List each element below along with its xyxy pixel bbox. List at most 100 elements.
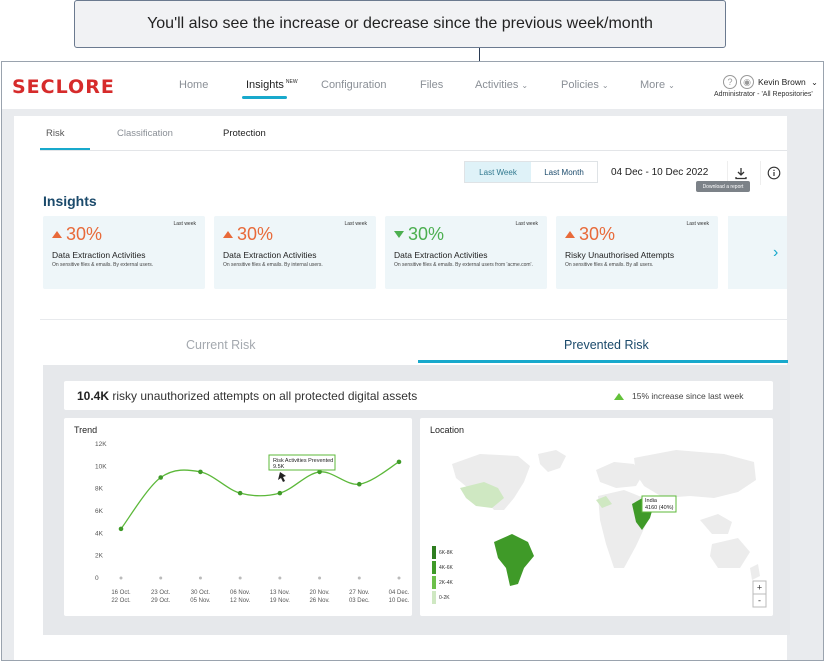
nav-insights[interactable]: Insights NEW — [246, 79, 298, 91]
insight-card[interactable]: Last week 30% Risky Unauthorised Attempt… — [556, 216, 718, 289]
card-title: Data Extraction Activities — [394, 250, 488, 260]
y-tick-label: 4K — [95, 530, 104, 537]
card-title: Data Extraction Activities — [52, 250, 146, 260]
trend-data-point[interactable] — [396, 459, 402, 465]
section-divider — [40, 319, 787, 320]
x-tick-label: 16 Oct. — [111, 590, 131, 596]
y-tick-label: 2K — [95, 553, 104, 560]
map-land — [452, 450, 760, 580]
x-tick-label: 12 Nov. — [230, 598, 251, 604]
legend-swatch — [432, 561, 436, 574]
increase-arrow-icon — [614, 392, 624, 400]
subtab-active-indicator — [40, 148, 90, 150]
trend-data-point[interactable] — [198, 469, 203, 475]
location-map-card: Location — [420, 418, 773, 616]
date-range[interactable]: 04 Dec - 10 Dec 2022 — [611, 167, 709, 178]
mouse-cursor-icon — [278, 472, 286, 482]
card-value: 30% — [66, 224, 103, 244]
chevron-right-icon[interactable]: › — [773, 244, 779, 261]
seclore-logo: SECLORE — [12, 76, 115, 98]
user-name[interactable]: Kevin Brown ⌄ — [758, 77, 818, 87]
summary-change: 15% increase since last week — [614, 391, 744, 401]
trend-data-point[interactable] — [277, 490, 283, 496]
trend-title: Trend — [74, 425, 98, 435]
subtab-classification[interactable]: Classification — [117, 128, 173, 139]
subtab-risk[interactable]: Risk — [46, 128, 65, 139]
card-title: Risky Unauthorised Attempts — [565, 250, 675, 260]
download-report-button[interactable] — [727, 161, 753, 185]
card-change-value: 30% — [394, 224, 444, 245]
trend-data-point[interactable] — [356, 481, 362, 487]
tab-prevented-risk[interactable]: Prevented Risk — [564, 338, 649, 352]
nav-more[interactable]: More ⌄ — [640, 79, 675, 91]
download-icon — [734, 168, 747, 180]
card-subtitle: On sensitive files & emails. By external… — [394, 262, 533, 268]
x-tick-label: 19 Nov. — [270, 598, 291, 604]
trend-data-point[interactable] — [317, 469, 322, 475]
last-month-button[interactable]: Last Month — [544, 167, 584, 177]
x-axis-tick — [198, 576, 202, 580]
main-content: Risk Classification Protection Last Week… — [14, 116, 790, 660]
x-tick-label: 13 Nov. — [270, 590, 291, 596]
x-tick-label: 20 Nov. — [309, 590, 330, 596]
subtab-divider — [40, 150, 787, 151]
location-title: Location — [430, 425, 465, 435]
nav-configuration[interactable]: Configuration — [321, 79, 387, 91]
zoom-out-button[interactable]: - — [752, 593, 767, 608]
subtab-protection[interactable]: Protection — [223, 128, 266, 139]
download-tooltip: Download a report — [696, 181, 750, 192]
nav-files[interactable]: Files — [420, 79, 444, 91]
y-tick-label: 0 — [95, 575, 99, 582]
card-period: Last week — [515, 221, 538, 227]
legend-swatch — [432, 591, 436, 604]
trend-data-point[interactable] — [118, 526, 124, 532]
y-tick-label: 10K — [95, 463, 107, 470]
tooltip-label: Risk Activities Prevented — [273, 458, 333, 464]
legend-label: 2K-4K — [439, 580, 454, 586]
summary-count: 10.4K — [77, 389, 110, 403]
summary-bar: 10.4K risky unauthorized attempts on all… — [64, 381, 773, 410]
summary-text: 10.4K risky unauthorized attempts on all… — [77, 389, 417, 403]
period-toggle: Last Week Last Month — [464, 161, 598, 183]
zoom-in-button[interactable]: + — [752, 580, 767, 595]
x-tick-label: 29 Oct. — [151, 598, 171, 604]
trend-data-point[interactable] — [237, 490, 243, 496]
insight-card[interactable]: Last week 30% Data Extraction Activities… — [214, 216, 376, 289]
x-tick-label: 10 Dec. — [389, 598, 410, 604]
minus-icon: - — [758, 596, 761, 606]
legend-swatch — [432, 576, 436, 589]
card-value: 30% — [408, 224, 445, 244]
region-brazil[interactable] — [494, 534, 534, 586]
info-icon — [767, 166, 780, 180]
card-period: Last week — [344, 221, 367, 227]
card-change-value: 30% — [565, 224, 615, 245]
help-icon[interactable]: ? — [723, 75, 737, 89]
legend-swatch — [432, 546, 436, 559]
nav-home[interactable]: Home — [179, 79, 209, 91]
info-button[interactable] — [760, 161, 786, 185]
nav-policies[interactable]: Policies ⌄ — [561, 79, 609, 91]
new-badge: NEW — [285, 79, 298, 85]
last-week-button[interactable]: Last Week — [465, 162, 531, 182]
chevron-down-icon: ⌄ — [521, 81, 529, 90]
map-legend: 6K-8K 4K-6K 2K-4K 0-2K — [432, 546, 454, 604]
x-axis-tick — [159, 576, 163, 580]
trend-chart: 0 2K 4K 6K 8K 10K 12K 16 Oct. 22 Oct. 23 Oct. 29 … — [95, 441, 410, 604]
decrease-arrow-icon — [394, 231, 404, 238]
nav-activities[interactable]: Activities ⌄ — [475, 79, 528, 91]
callout-text: You'll also see the increase or decrease… — [147, 15, 653, 32]
region-0-2k[interactable] — [460, 482, 504, 508]
user-avatar-icon[interactable]: ◉ — [740, 75, 754, 89]
increase-arrow-icon — [565, 231, 575, 238]
insight-card-partial[interactable] — [728, 216, 787, 289]
card-change-value: 30% — [223, 224, 273, 245]
legend-label: 0-2K — [439, 595, 450, 601]
insight-card[interactable]: Last week 30% Data Extraction Activities… — [43, 216, 205, 289]
tab-current-risk[interactable]: Current Risk — [186, 338, 256, 352]
insight-card[interactable]: Last week 30% Data Extraction Activities… — [385, 216, 547, 289]
region-0-2k[interactable] — [596, 496, 612, 508]
y-tick-label: 12K — [95, 441, 107, 448]
card-change-value: 30% — [52, 224, 102, 245]
trend-data-point[interactable] — [158, 475, 164, 480]
y-tick-label: 6K — [95, 508, 104, 515]
